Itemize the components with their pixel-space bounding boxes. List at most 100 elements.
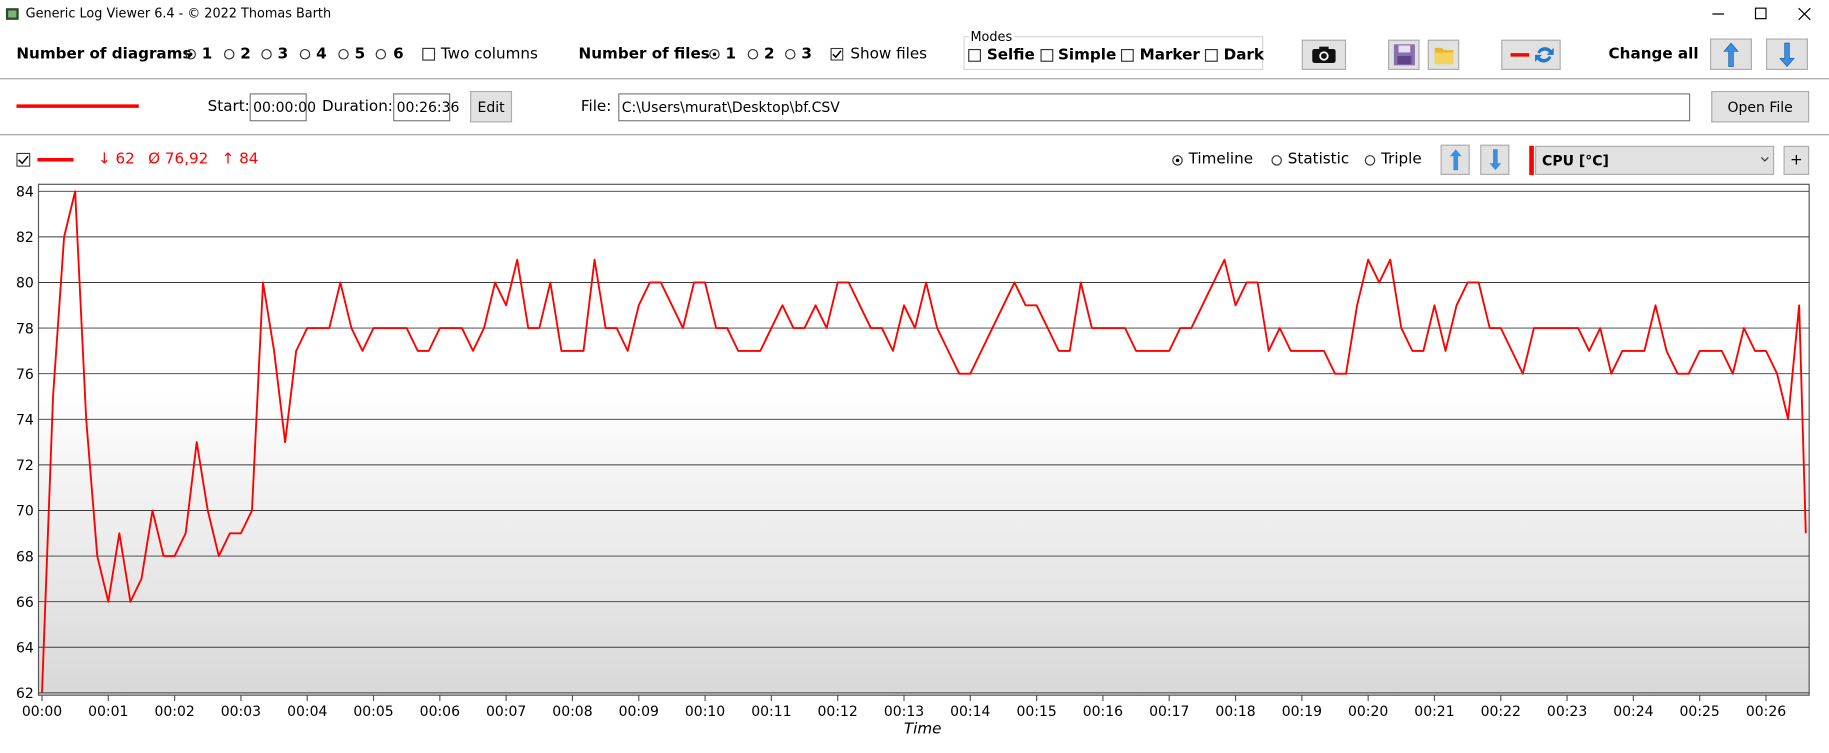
radio-label[interactable]: 3: [801, 45, 812, 63]
x-tick-label: 00:10: [685, 704, 725, 720]
mode-label[interactable]: Dark: [1223, 46, 1264, 65]
y-tick-label: 66: [16, 595, 34, 611]
x-axis-title: Time: [904, 720, 942, 738]
open-file-button[interactable]: Open File: [1711, 90, 1810, 123]
checkbox-checked[interactable]: [830, 47, 844, 61]
checkbox[interactable]: [1120, 48, 1134, 62]
radio[interactable]: [747, 48, 759, 60]
separator: [0, 78, 1829, 80]
radio[interactable]: [1172, 155, 1183, 166]
radio[interactable]: [1271, 155, 1282, 166]
x-tick-label: 00:01: [88, 704, 128, 720]
radio-label[interactable]: 3: [277, 45, 289, 63]
radio-label[interactable]: 1: [201, 45, 213, 63]
screenshot-button[interactable]: [1301, 39, 1347, 70]
x-tick-label: 00:26: [1746, 704, 1786, 720]
radio[interactable]: [223, 48, 235, 60]
radio[interactable]: [299, 48, 311, 60]
radio[interactable]: [375, 48, 387, 60]
radio-label[interactable]: 6: [393, 45, 404, 63]
radio[interactable]: [785, 48, 796, 60]
radio[interactable]: [1364, 155, 1376, 166]
start-input[interactable]: 00:00:00: [249, 93, 316, 122]
y-tick-label: 68: [16, 549, 34, 565]
checkbox-checked[interactable]: [16, 152, 31, 167]
max-value: ↑ 84: [221, 150, 259, 168]
save-button[interactable]: [1388, 39, 1420, 70]
x-tick-label: 00:24: [1613, 704, 1653, 720]
x-tick-label: 00:16: [1083, 704, 1123, 720]
x-tick-label: 00:00: [22, 704, 62, 720]
x-tick-label: 00:19: [1282, 704, 1322, 720]
move-down-button[interactable]: [1480, 144, 1510, 175]
y-tick-label: 84: [16, 185, 34, 201]
mode-label[interactable]: Simple: [1057, 46, 1117, 65]
x-tick-label: 00:22: [1481, 704, 1521, 720]
view-label[interactable]: Statistic: [1287, 150, 1350, 168]
chart: Time 62 64 66 68 70 72 74 76 78 80 82 84 00:00 00:01 0…: [16, 183, 1810, 738]
x-tick-label: 00:06: [420, 704, 460, 720]
series-select[interactable]: CPU [°C]: [1535, 145, 1775, 175]
radio-label[interactable]: 2: [764, 45, 775, 63]
series-line-sample: [16, 104, 139, 108]
checkbox[interactable]: [1040, 48, 1054, 62]
window-title: Generic Log Viewer 6.4 - © 2022 Thomas B…: [25, 5, 332, 21]
series-line-sample: [37, 158, 74, 162]
edit-button[interactable]: Edit: [470, 90, 513, 123]
move-up-button[interactable]: [1710, 38, 1753, 70]
y-tick-label: 62: [16, 686, 34, 702]
x-tick-label: 00:08: [552, 704, 592, 720]
radio[interactable]: [185, 48, 196, 60]
x-tick-label: 00:18: [1215, 704, 1255, 720]
x-tick-label: 00:11: [751, 704, 791, 720]
start-label: Start:: [207, 97, 250, 116]
x-tick-label: 00:13: [884, 704, 924, 720]
checkbox[interactable]: [968, 48, 981, 62]
x-tick-label: 00:21: [1414, 704, 1454, 720]
checkbox-label[interactable]: Show files: [850, 45, 928, 63]
move-down-button[interactable]: [1766, 38, 1808, 70]
min-value: ↓ 62: [97, 150, 135, 168]
x-tick-label: 00:14: [950, 704, 990, 720]
view-label[interactable]: Triple: [1381, 150, 1422, 168]
radio-label[interactable]: 4: [316, 45, 327, 63]
y-tick-label: 82: [16, 230, 34, 246]
y-tick-label: 78: [16, 321, 34, 337]
y-tick-label: 80: [16, 276, 34, 292]
files-label: Number of files: [578, 45, 710, 63]
x-tick-label: 00:12: [818, 704, 858, 720]
file-path-input[interactable]: C:\Users\murat\Desktop\bf.CSV: [618, 93, 1691, 122]
y-tick-label: 74: [16, 413, 34, 429]
title-bar: [0, 0, 1829, 28]
radio-label[interactable]: 1: [725, 45, 737, 63]
checkbox[interactable]: [422, 47, 436, 61]
plot-area: [37, 183, 1810, 696]
modes-group: [963, 36, 1264, 70]
radio[interactable]: [261, 48, 272, 60]
radio[interactable]: [709, 48, 720, 60]
separator: [0, 134, 1829, 136]
x-tick-label: 00:09: [619, 704, 659, 720]
open-folder-button[interactable]: [1427, 39, 1460, 70]
radio[interactable]: [338, 48, 349, 60]
move-up-button[interactable]: [1440, 144, 1470, 175]
duration-input[interactable]: 00:26:36: [393, 93, 459, 122]
checkbox-label[interactable]: Two columns: [440, 45, 538, 63]
x-tick-label: 00:03: [221, 704, 261, 720]
modes-title: Modes: [969, 27, 1014, 47]
app-icon: [5, 8, 19, 20]
data-line: [41, 190, 1807, 693]
add-series-button[interactable]: +: [1783, 145, 1810, 175]
mode-label[interactable]: Marker: [1139, 46, 1200, 65]
x-tick-label: 00:20: [1348, 704, 1388, 720]
window-controls[interactable]: [1703, 5, 1820, 24]
mode-label[interactable]: Selfie: [986, 46, 1035, 65]
checkbox[interactable]: [1204, 48, 1218, 62]
view-label[interactable]: Timeline: [1188, 150, 1254, 168]
radio-label[interactable]: 2: [240, 45, 251, 63]
x-tick-label: 00:23: [1547, 704, 1587, 720]
swap-color-button[interactable]: [1501, 39, 1561, 70]
radio-label[interactable]: 5: [354, 45, 366, 63]
y-tick-label: 76: [16, 367, 34, 383]
